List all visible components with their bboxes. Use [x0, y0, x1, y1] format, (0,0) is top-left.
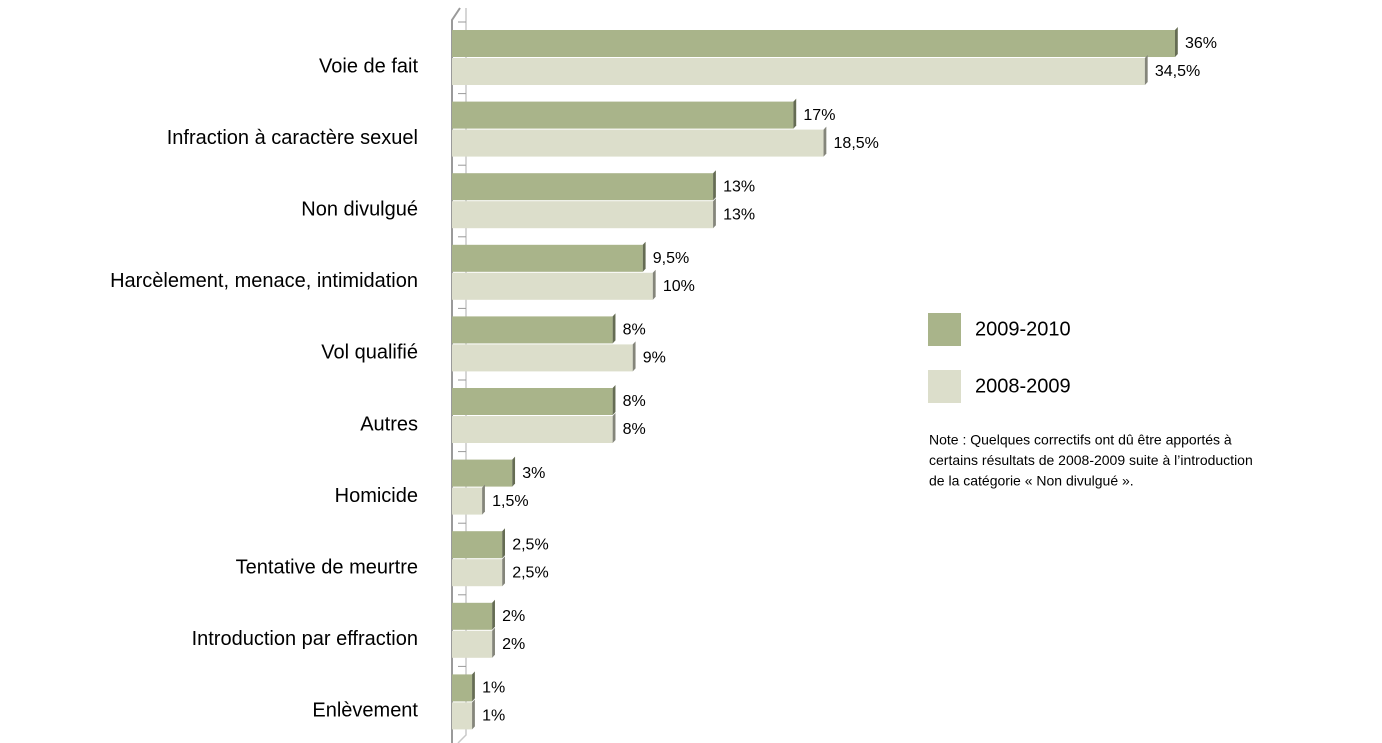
bar-side	[482, 484, 485, 515]
legend-swatch	[928, 313, 961, 346]
bar	[452, 416, 613, 443]
category-label: Tentative de meurtre	[236, 556, 418, 578]
bar-side	[512, 456, 516, 487]
value-label: 1,5%	[492, 493, 528, 510]
value-label: 2%	[502, 636, 525, 653]
value-label: 9,5%	[653, 250, 689, 267]
bar	[452, 559, 503, 587]
bar-side	[472, 699, 475, 730]
bar-side	[1144, 55, 1148, 85]
bar	[452, 388, 613, 415]
bar	[452, 58, 1145, 85]
category-label: Introduction par effraction	[192, 628, 418, 650]
bar-side	[612, 413, 616, 443]
bar-side	[502, 528, 506, 559]
value-label: 34,5%	[1155, 63, 1200, 80]
bar	[452, 101, 794, 129]
bar	[452, 602, 493, 630]
value-label: 8%	[623, 322, 646, 339]
bar	[452, 272, 653, 300]
bar	[452, 344, 633, 372]
value-label: 8%	[623, 421, 646, 438]
bar-side	[642, 241, 646, 272]
category-label: Vol qualifié	[321, 342, 418, 364]
value-label: 17%	[803, 107, 835, 124]
legend-swatch	[928, 370, 961, 403]
category-label: Autres	[360, 413, 418, 435]
category-label: Voie de fait	[319, 55, 418, 77]
value-label: 13%	[723, 206, 755, 223]
note-text: certains résultats de 2008-2009 suite à …	[929, 452, 1253, 468]
bar-side	[612, 385, 616, 415]
category-label: Homicide	[335, 485, 418, 507]
value-label: 1%	[482, 680, 505, 697]
bar	[452, 531, 503, 559]
value-label: 9%	[643, 350, 666, 367]
note-text: Note : Quelques correctifs ont dû être a…	[929, 432, 1232, 448]
bar-side	[713, 170, 716, 201]
value-label: 36%	[1185, 35, 1217, 52]
bar-side	[492, 627, 495, 658]
value-label: 18,5%	[834, 135, 879, 152]
bar	[452, 316, 613, 344]
value-label: 2%	[502, 608, 525, 625]
bar-side	[713, 198, 716, 229]
value-label: 13%	[723, 178, 755, 195]
bar	[452, 30, 1175, 57]
value-label: 3%	[522, 465, 545, 482]
bar-side	[502, 556, 506, 587]
bar	[452, 129, 824, 157]
bar-side	[632, 341, 636, 372]
bar-side	[612, 313, 616, 344]
bar	[452, 459, 513, 487]
bar	[452, 702, 473, 730]
bar	[452, 674, 473, 702]
value-label: 8%	[623, 393, 646, 410]
legend-label: 2008-2009	[975, 375, 1071, 397]
bar-side	[472, 671, 475, 702]
category-label: Enlèvement	[312, 700, 418, 722]
bar	[452, 201, 714, 229]
legend-label: 2009-2010	[975, 318, 1071, 340]
bar-side	[823, 126, 827, 157]
bar	[452, 173, 714, 201]
bar	[452, 630, 493, 658]
value-label: 1%	[482, 708, 505, 725]
category-label: Harcèlement, menace, intimidation	[110, 270, 418, 292]
bar	[452, 244, 643, 272]
bar-side	[1175, 27, 1178, 57]
note-text: de la catégorie « Non divulgué ».	[929, 473, 1134, 489]
category-label: Non divulgué	[301, 198, 418, 220]
value-label: 10%	[663, 278, 695, 295]
bar	[452, 487, 483, 515]
bar-side	[793, 98, 797, 129]
value-label: 2,5%	[512, 536, 548, 553]
value-label: 2,5%	[512, 564, 548, 581]
bar-side	[492, 599, 495, 630]
category-label: Infraction à caractère sexuel	[167, 127, 418, 149]
bar-side	[652, 269, 656, 300]
